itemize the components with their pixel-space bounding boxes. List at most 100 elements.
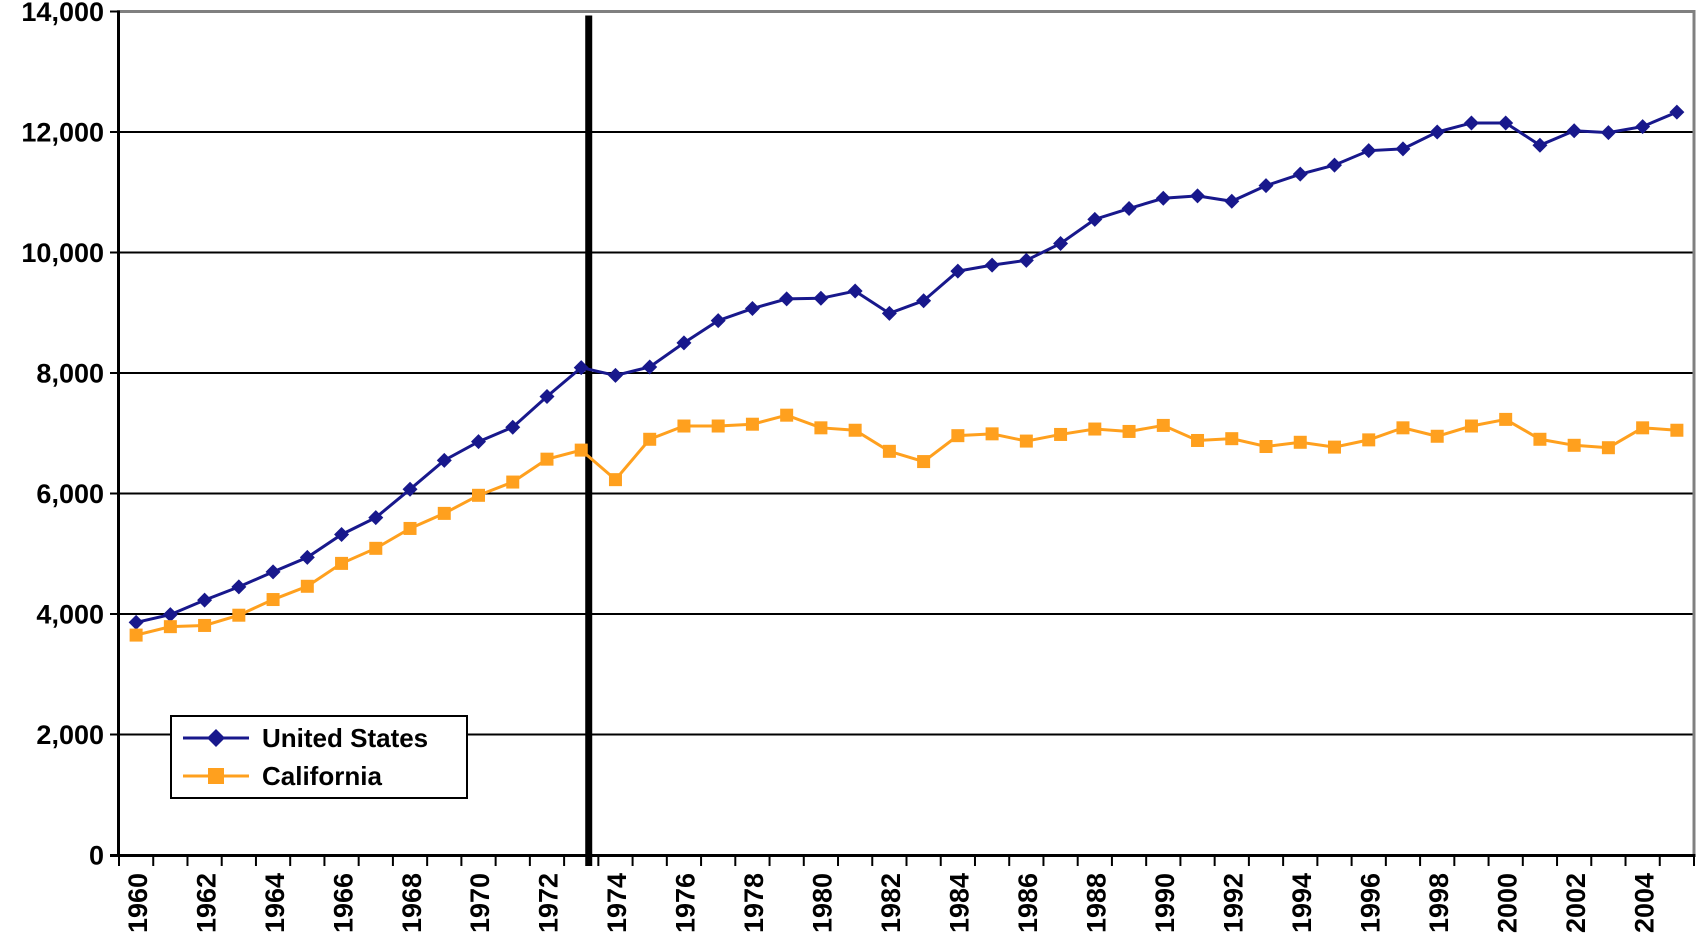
california-series-marker-icon [183, 768, 249, 784]
x-tick-label: 1966 [328, 873, 358, 933]
data-point-diamond [1498, 115, 1514, 131]
x-tick-label: 1986 [1013, 873, 1043, 933]
x-tick-label: 1960 [123, 873, 153, 933]
x-tick-label: 1994 [1287, 873, 1317, 933]
legend-label-united-states: United States [262, 722, 429, 753]
data-point-square [1464, 419, 1478, 433]
data-point-diamond [1532, 137, 1548, 153]
data-point-square [369, 541, 383, 555]
data-point-diamond [950, 263, 966, 279]
x-tick-label: 1992 [1218, 873, 1248, 933]
data-point-square [198, 618, 212, 632]
data-point-diamond [1053, 235, 1069, 251]
data-point-square [1670, 423, 1684, 437]
data-point-diamond [779, 291, 795, 307]
data-point-square [917, 455, 931, 469]
data-point-square [1327, 440, 1341, 454]
data-point-diamond [1087, 211, 1103, 227]
data-point-square [163, 620, 177, 634]
data-point-square [848, 423, 862, 437]
data-point-diamond [162, 607, 178, 623]
legend-item-california: California [180, 759, 466, 793]
data-point-square [814, 421, 828, 435]
data-point-diamond [505, 419, 521, 435]
data-point-diamond [1326, 157, 1342, 173]
data-point-square [985, 427, 999, 441]
data-point-diamond [1566, 123, 1582, 139]
x-tick-label: 1970 [465, 873, 495, 933]
data-point-diamond [1121, 201, 1137, 217]
y-tick-label: 8,000 [36, 359, 104, 389]
x-tick-label: 1988 [1082, 873, 1112, 933]
data-point-square [506, 475, 520, 489]
data-point-diamond [265, 564, 281, 580]
y-tick-label: 6,000 [36, 479, 104, 509]
data-point-diamond [710, 313, 726, 329]
data-point-diamond [1018, 252, 1034, 268]
data-point-diamond [1361, 143, 1377, 159]
x-tick-label: 1980 [808, 873, 838, 933]
data-point-diamond [1395, 141, 1411, 157]
y-tick-label: 14,000 [21, 0, 104, 27]
data-point-diamond [1600, 125, 1616, 141]
data-point-square [882, 444, 896, 458]
data-point-square [232, 608, 246, 622]
data-point-diamond [573, 360, 589, 376]
data-point-square [1293, 435, 1307, 449]
data-point-diamond [197, 592, 213, 608]
data-point-square [129, 628, 143, 642]
data-point-diamond [334, 526, 350, 542]
x-tick-label: 1984 [945, 873, 975, 933]
x-tick-label: 1972 [534, 873, 564, 933]
data-point-diamond [1292, 166, 1308, 182]
data-point-diamond [813, 290, 829, 306]
data-point-square [1122, 424, 1136, 438]
data-point-diamond [847, 283, 863, 299]
legend-item-united-states: United States [180, 721, 466, 755]
x-tick-label: 1976 [671, 873, 701, 933]
data-point-square [1636, 421, 1650, 435]
data-point-diamond [642, 359, 658, 375]
data-point-square [1362, 433, 1376, 447]
data-point-diamond [231, 579, 247, 595]
data-point-square [1088, 422, 1102, 436]
data-point-diamond [1635, 119, 1651, 135]
data-point-square [1225, 432, 1239, 446]
data-point-diamond [676, 335, 692, 351]
data-point-square [677, 419, 691, 433]
x-tick-label: 1998 [1424, 873, 1454, 933]
x-tick-label: 1974 [602, 873, 632, 933]
data-point-diamond [1155, 190, 1171, 206]
x-tick-label: 1968 [397, 873, 427, 933]
data-point-diamond [539, 388, 555, 404]
data-point-diamond [471, 434, 487, 450]
data-point-diamond [436, 452, 452, 468]
data-point-square [1499, 412, 1513, 426]
data-point-diamond [607, 367, 623, 383]
data-point-square [643, 432, 657, 446]
x-tick-label: 2004 [1629, 873, 1659, 933]
x-tick-label: 1982 [876, 873, 906, 933]
data-point-diamond [128, 614, 144, 630]
data-point-diamond [1258, 178, 1274, 194]
data-point-square [1430, 429, 1444, 443]
data-point-square [951, 429, 965, 443]
data-point-diamond [1190, 188, 1206, 204]
x-tick-label: 1996 [1355, 873, 1385, 933]
data-point-square [1054, 427, 1068, 441]
data-point-diamond [916, 293, 932, 309]
data-point-square [1396, 421, 1410, 435]
data-point-square [335, 556, 349, 570]
y-tick-label: 0 [89, 841, 104, 871]
data-point-square [608, 473, 622, 487]
x-tick-label: 1962 [191, 873, 221, 933]
data-point-square [1259, 440, 1273, 454]
data-point-square [1533, 432, 1547, 446]
data-point-square [780, 408, 794, 422]
vertical-event-line-1973 [585, 15, 593, 866]
data-point-square [540, 452, 554, 466]
data-point-diamond [402, 481, 418, 497]
x-tick-label: 2000 [1492, 873, 1522, 933]
